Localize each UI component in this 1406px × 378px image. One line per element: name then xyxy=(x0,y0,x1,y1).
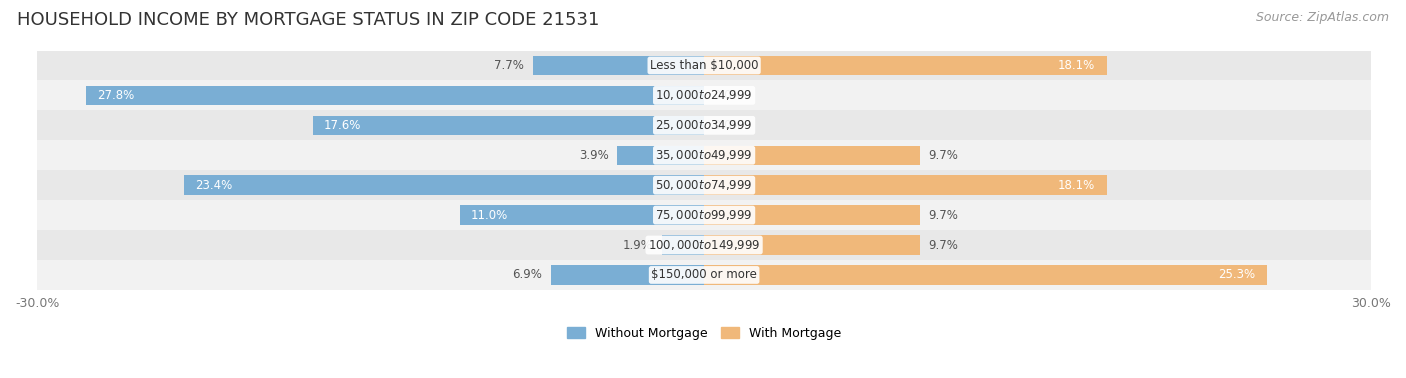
Text: $50,000 to $74,999: $50,000 to $74,999 xyxy=(655,178,752,192)
Text: 18.1%: 18.1% xyxy=(1059,179,1095,192)
Bar xyxy=(533,56,704,75)
Text: 0.0%: 0.0% xyxy=(713,89,742,102)
Text: $10,000 to $24,999: $10,000 to $24,999 xyxy=(655,88,752,102)
Text: 11.0%: 11.0% xyxy=(471,209,508,222)
Text: 23.4%: 23.4% xyxy=(195,179,232,192)
Bar xyxy=(704,175,1107,195)
Bar xyxy=(662,235,704,255)
Bar xyxy=(86,86,704,105)
Bar xyxy=(37,140,1371,170)
Text: 18.1%: 18.1% xyxy=(1059,59,1095,72)
Text: $25,000 to $34,999: $25,000 to $34,999 xyxy=(655,118,752,132)
Bar xyxy=(704,56,1107,75)
Legend: Without Mortgage, With Mortgage: Without Mortgage, With Mortgage xyxy=(561,322,846,345)
Text: 9.7%: 9.7% xyxy=(928,209,959,222)
Text: 27.8%: 27.8% xyxy=(97,89,135,102)
Bar xyxy=(617,146,704,165)
Bar xyxy=(314,116,704,135)
Bar xyxy=(37,260,1371,290)
Bar xyxy=(704,265,1267,285)
Text: 6.9%: 6.9% xyxy=(512,268,541,282)
Bar xyxy=(37,170,1371,200)
Text: 17.6%: 17.6% xyxy=(323,119,361,132)
Bar xyxy=(37,81,1371,110)
Text: 1.9%: 1.9% xyxy=(623,239,652,251)
Bar xyxy=(460,205,704,225)
Text: 0.0%: 0.0% xyxy=(713,119,742,132)
Bar xyxy=(704,235,920,255)
Text: Source: ZipAtlas.com: Source: ZipAtlas.com xyxy=(1256,11,1389,24)
Text: HOUSEHOLD INCOME BY MORTGAGE STATUS IN ZIP CODE 21531: HOUSEHOLD INCOME BY MORTGAGE STATUS IN Z… xyxy=(17,11,599,29)
Text: 7.7%: 7.7% xyxy=(494,59,524,72)
Text: 9.7%: 9.7% xyxy=(928,149,959,162)
Text: 25.3%: 25.3% xyxy=(1219,268,1256,282)
Bar xyxy=(704,146,920,165)
Text: $100,000 to $149,999: $100,000 to $149,999 xyxy=(648,238,761,252)
Text: Less than $10,000: Less than $10,000 xyxy=(650,59,758,72)
Text: 3.9%: 3.9% xyxy=(579,149,609,162)
Bar xyxy=(551,265,704,285)
Bar xyxy=(37,230,1371,260)
Bar xyxy=(704,205,920,225)
Bar xyxy=(37,110,1371,140)
Bar xyxy=(37,200,1371,230)
Text: $75,000 to $99,999: $75,000 to $99,999 xyxy=(655,208,752,222)
Text: $150,000 or more: $150,000 or more xyxy=(651,268,756,282)
Text: 9.7%: 9.7% xyxy=(928,239,959,251)
Bar xyxy=(37,51,1371,81)
Text: $35,000 to $49,999: $35,000 to $49,999 xyxy=(655,148,752,162)
Bar xyxy=(184,175,704,195)
